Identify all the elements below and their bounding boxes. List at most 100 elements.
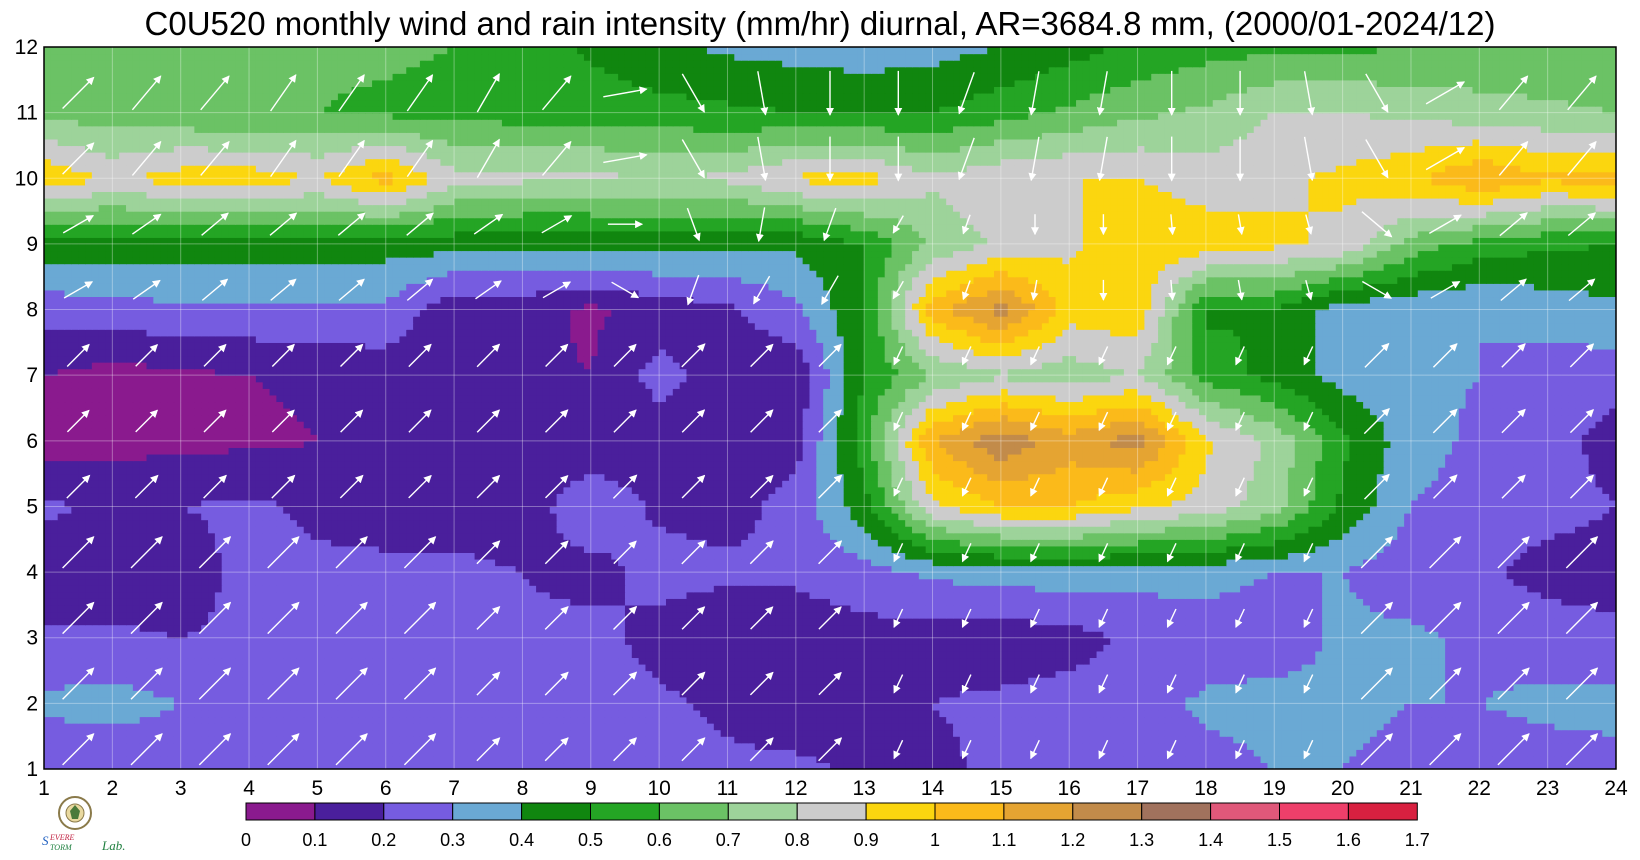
heat-cell: [1397, 756, 1404, 763]
heat-cell: [270, 723, 277, 730]
heat-cell: [823, 671, 830, 678]
heat-cell: [939, 684, 946, 691]
heat-cell: [878, 736, 885, 743]
heat-cell: [126, 756, 133, 763]
heat-cell: [304, 638, 311, 645]
heat-cell: [1131, 677, 1138, 684]
heat-cell: [181, 690, 188, 697]
heat-cell: [768, 716, 775, 723]
heat-cell: [844, 690, 851, 697]
heat-cell: [1021, 651, 1028, 658]
heat-cell: [1548, 716, 1555, 723]
heat-cell: [796, 664, 803, 671]
heat-cell: [1069, 736, 1076, 743]
heat-cell: [666, 671, 673, 678]
heat-cell: [345, 710, 352, 717]
heat-cell: [1329, 644, 1336, 651]
heat-cell: [468, 625, 475, 632]
heat-cell: [331, 644, 338, 651]
heat-cell: [516, 690, 523, 697]
heat-cell: [522, 651, 529, 658]
heat-cell: [980, 684, 987, 691]
heat-cell: [399, 723, 406, 730]
heat-cell: [270, 703, 277, 710]
heat-cell: [44, 710, 51, 717]
heat-cell: [892, 716, 899, 723]
heat-cell: [1370, 736, 1377, 743]
heat-cell: [1343, 651, 1350, 658]
heat-cell: [727, 671, 734, 678]
heat-cell: [933, 671, 940, 678]
heat-cell: [974, 736, 981, 743]
heat-cell: [160, 703, 167, 710]
heat-cell: [618, 756, 625, 763]
heat-cell: [529, 671, 536, 678]
heat-cell: [242, 710, 249, 717]
heat-cell: [420, 625, 427, 632]
heat-cell: [201, 651, 208, 658]
heat-cell: [994, 638, 1001, 645]
heat-cell: [987, 638, 994, 645]
heat-cell: [851, 664, 858, 671]
heat-cell: [365, 710, 372, 717]
heat-cell: [1596, 723, 1603, 730]
heat-cell: [755, 710, 762, 717]
heat-cell: [1425, 736, 1432, 743]
heat-cell: [475, 716, 482, 723]
heat-cell: [1404, 703, 1411, 710]
heat-cell: [926, 736, 933, 743]
heat-cell: [536, 723, 543, 730]
heat-cell: [1582, 716, 1589, 723]
heat-cell: [898, 657, 905, 664]
heat-cell: [393, 625, 400, 632]
heat-cell: [1138, 644, 1145, 651]
heat-cell: [201, 664, 208, 671]
heat-cell: [741, 638, 748, 645]
heat-cell: [1151, 703, 1158, 710]
heat-cell: [1274, 638, 1281, 645]
heat-cell: [618, 638, 625, 645]
heat-cell: [1336, 703, 1343, 710]
heat-cell: [358, 657, 365, 664]
heat-cell: [823, 625, 830, 632]
heat-cell: [543, 657, 550, 664]
heat-cell: [1056, 657, 1063, 664]
heat-cell: [1138, 743, 1145, 750]
heat-cell: [44, 651, 51, 658]
heat-cell: [1138, 690, 1145, 697]
heat-cell: [1315, 710, 1322, 717]
heat-cell: [297, 625, 304, 632]
heat-cell: [892, 736, 899, 743]
heat-cell: [1274, 644, 1281, 651]
heat-cell: [235, 723, 242, 730]
heat-cell: [1274, 671, 1281, 678]
heat-cell: [987, 716, 994, 723]
heat-cell: [235, 730, 242, 737]
heat-cell: [1213, 756, 1220, 763]
heat-cell: [1144, 657, 1151, 664]
heat-cell: [1165, 716, 1172, 723]
heat-cell: [584, 657, 591, 664]
heat-cell: [1062, 684, 1069, 691]
heat-cell: [1452, 657, 1459, 664]
heat-cell: [953, 736, 960, 743]
heat-cell: [1479, 756, 1486, 763]
heat-cell: [304, 736, 311, 743]
heat-cell: [188, 723, 195, 730]
heat-cell: [338, 664, 345, 671]
heat-cell: [659, 651, 666, 658]
heat-cell: [440, 684, 447, 691]
heat-cell: [727, 749, 734, 756]
heat-cell: [399, 657, 406, 664]
heat-cell: [1390, 657, 1397, 664]
heat-cell: [1158, 756, 1165, 763]
heat-cell: [584, 690, 591, 697]
heat-cell: [639, 723, 646, 730]
heat-cell: [1172, 749, 1179, 756]
heat-cell: [256, 730, 263, 737]
heat-cell: [399, 703, 406, 710]
heat-cell: [851, 657, 858, 664]
heat-cell: [345, 736, 352, 743]
heat-cell: [509, 710, 516, 717]
heat-cell: [112, 651, 119, 658]
